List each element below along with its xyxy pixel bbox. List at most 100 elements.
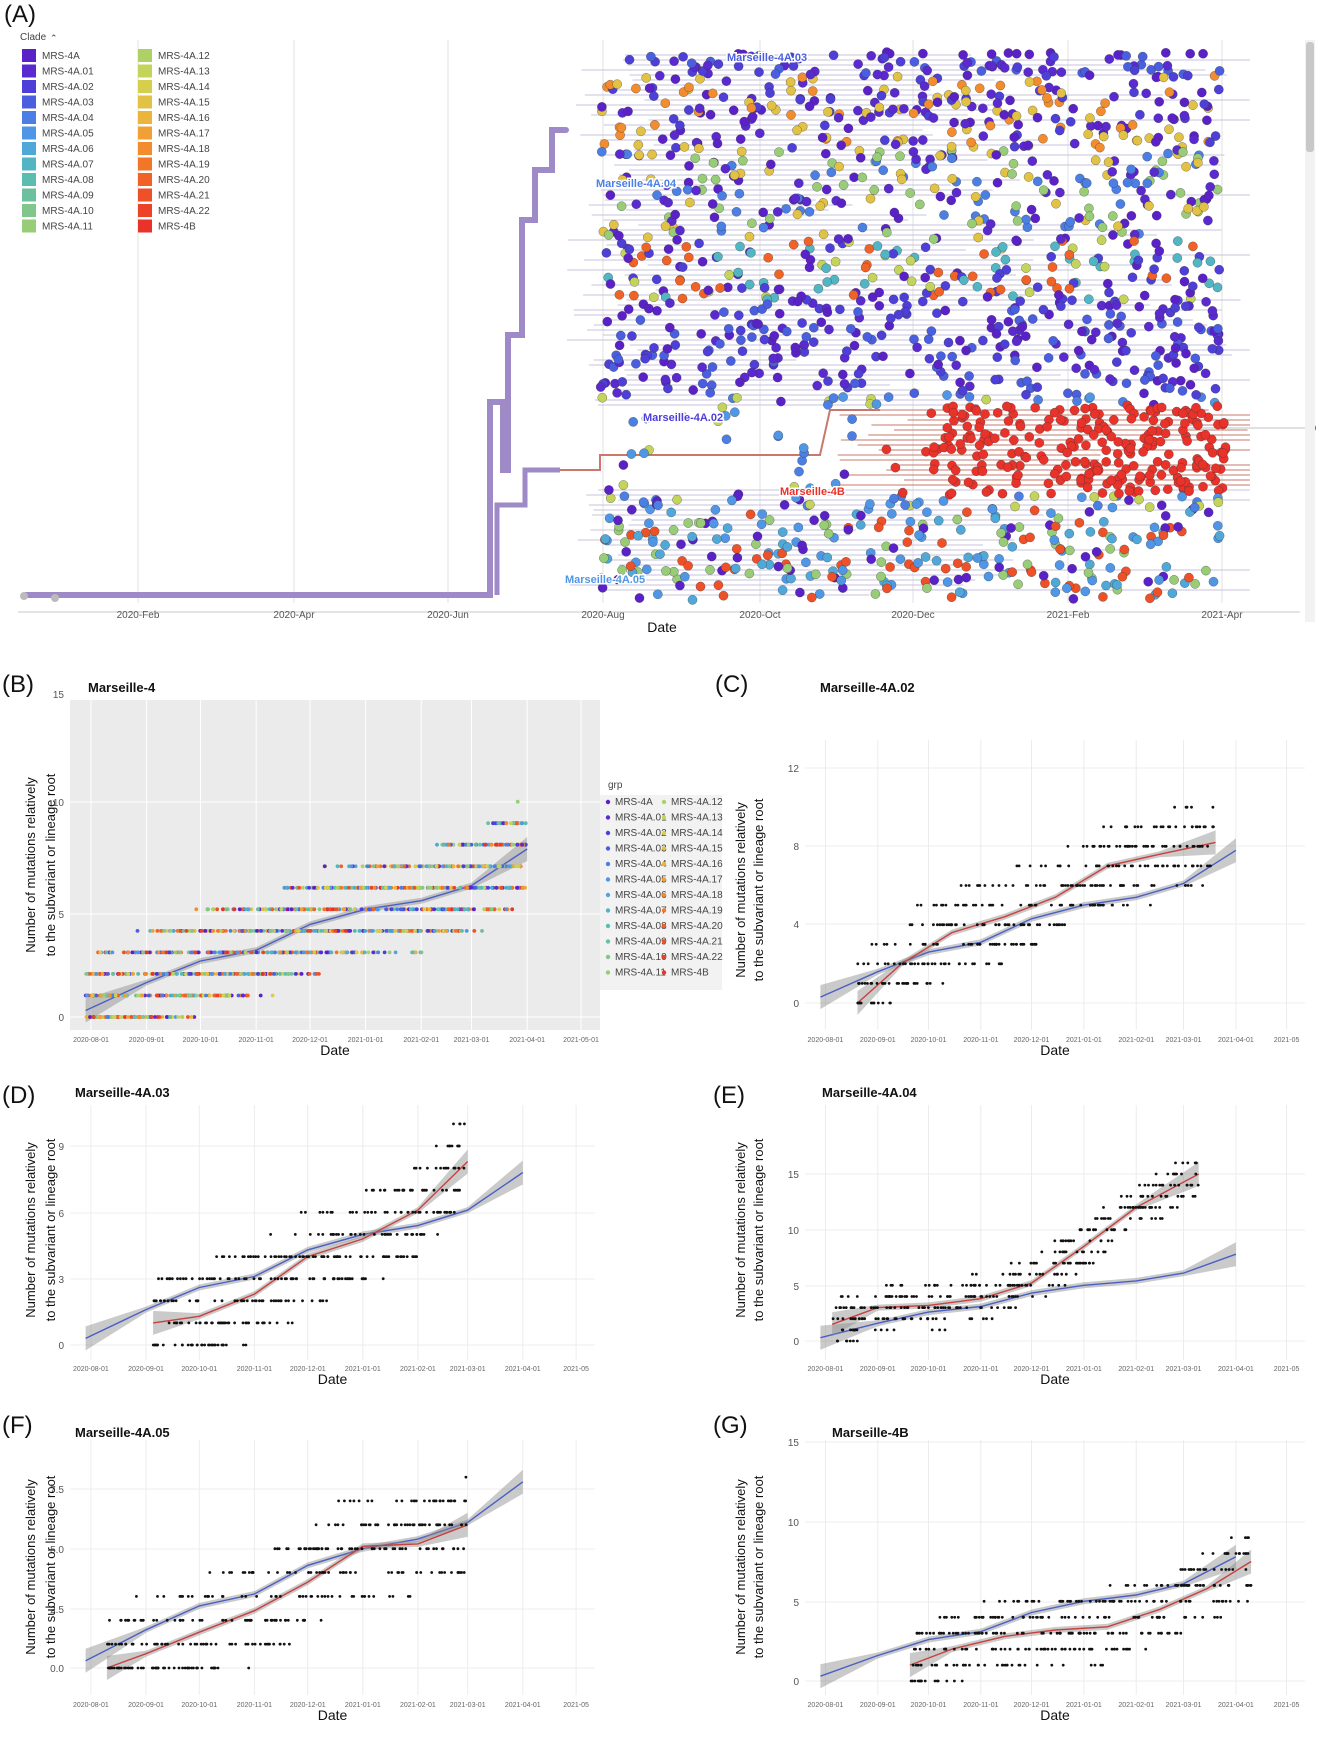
tree-tip-dot <box>1080 187 1089 196</box>
data-point <box>1044 865 1047 868</box>
data-point <box>334 929 338 933</box>
data-point <box>1152 845 1155 848</box>
tree-tip-dot <box>1098 223 1107 232</box>
data-point <box>337 1500 340 1503</box>
x-tick-label: 2021-03-01 <box>450 1366 486 1373</box>
tree-tip-dot <box>1085 507 1094 516</box>
tree-tip-dot <box>848 415 857 424</box>
tree-tip-dot <box>644 519 653 528</box>
legend-label: MRS-4A.20 <box>671 921 723 932</box>
data-point <box>972 904 975 907</box>
data-point <box>1192 1195 1195 1198</box>
data-point <box>1130 865 1133 868</box>
data-point <box>155 1344 158 1347</box>
data-point <box>302 1595 305 1598</box>
data-point <box>388 951 392 955</box>
data-point <box>279 907 283 911</box>
data-point <box>319 1211 322 1214</box>
chevron-up-icon[interactable]: ⌃ <box>50 33 58 43</box>
tree-tip-dot <box>1082 179 1091 188</box>
tree-tip-dot <box>778 528 787 537</box>
legend-dot <box>606 970 610 974</box>
data-point <box>295 907 299 911</box>
y-tick-label: 15 <box>788 1170 800 1181</box>
data-point <box>278 972 282 976</box>
tree-tip-dot <box>838 370 847 379</box>
data-point <box>270 929 274 933</box>
tree-tip-dot <box>713 139 722 148</box>
data-point <box>165 972 169 976</box>
data-point <box>178 994 182 998</box>
data-point <box>1190 806 1193 809</box>
tree-tip-dot <box>1086 393 1095 402</box>
data-point <box>237 994 241 998</box>
tree-tip-dot <box>1135 110 1144 119</box>
tree-tip-dot <box>877 91 886 100</box>
tree-tip-dot <box>1012 111 1021 120</box>
data-point <box>856 1340 859 1343</box>
scrollbar-thumb[interactable] <box>1306 42 1314 152</box>
tree-tip-dot <box>1109 415 1118 424</box>
tree-tip-dot <box>617 202 626 211</box>
data-point <box>458 1123 461 1126</box>
tree-tip-dot <box>604 230 613 239</box>
data-point <box>1110 825 1113 828</box>
legend-swatch <box>138 158 152 171</box>
data-point <box>218 972 222 976</box>
tree-tip-dot <box>644 304 653 313</box>
tree-tip-dot <box>770 331 779 340</box>
legend-label: MRS-4B <box>158 222 196 233</box>
legend-swatch <box>22 173 36 186</box>
data-point <box>174 951 178 955</box>
tree-tip-dot <box>658 135 667 144</box>
data-point <box>927 1306 930 1309</box>
tree-tip-dot <box>1044 353 1053 362</box>
y-tick-label: 3 <box>58 1275 64 1286</box>
y-axis-title-line1: Number of mutations relatively <box>733 802 748 978</box>
tree-tip-dot <box>1056 545 1065 554</box>
tree-tip-dot <box>736 336 745 345</box>
data-point <box>524 821 528 825</box>
data-point <box>384 907 388 911</box>
data-point <box>1080 1228 1083 1231</box>
tree-tip-dot <box>1155 97 1164 106</box>
tree-tip-dot <box>794 467 803 476</box>
tree-tip-dot <box>983 292 992 301</box>
tree-tip-dot <box>629 417 638 426</box>
data-point <box>509 821 513 825</box>
tree-tip-dot <box>1025 432 1034 441</box>
data-point <box>1009 1306 1012 1309</box>
data-point <box>242 1322 245 1325</box>
data-point <box>874 1306 877 1309</box>
tree-tip-dot <box>727 496 736 505</box>
x-tick-label: 2021-03-01 <box>1166 1366 1202 1373</box>
tree-tip-dot <box>1118 338 1127 347</box>
data-point <box>863 1306 866 1309</box>
tree-tip-dot <box>992 273 1001 282</box>
data-point <box>131 972 135 976</box>
data-point <box>985 962 988 965</box>
data-point <box>277 1277 280 1280</box>
data-point <box>330 1233 333 1236</box>
tree-tip-dot <box>630 277 639 286</box>
data-point <box>183 994 187 998</box>
tree-tip-dot <box>773 207 782 216</box>
tree-tip-dot <box>988 505 997 514</box>
tree-tip-dot <box>1150 265 1159 274</box>
data-point <box>1159 1217 1162 1220</box>
data-point <box>447 1145 450 1148</box>
data-point <box>1103 845 1106 848</box>
tree-tip-dot <box>811 171 820 180</box>
tree-tip-dot <box>953 515 962 524</box>
tree-tip-dot <box>1090 365 1099 374</box>
tree-tip-dot <box>807 593 816 602</box>
data-point <box>1063 923 1066 926</box>
data-point <box>1179 845 1182 848</box>
data-point <box>1094 884 1097 887</box>
x-tick-label: 2021-04-01 <box>1218 1037 1254 1044</box>
data-point <box>322 1299 325 1302</box>
tree-tip-dot <box>1012 337 1021 346</box>
tree-tip-dot <box>973 282 982 291</box>
legend-label: MRS-4A.05 <box>42 129 94 140</box>
data-point <box>336 1277 339 1280</box>
